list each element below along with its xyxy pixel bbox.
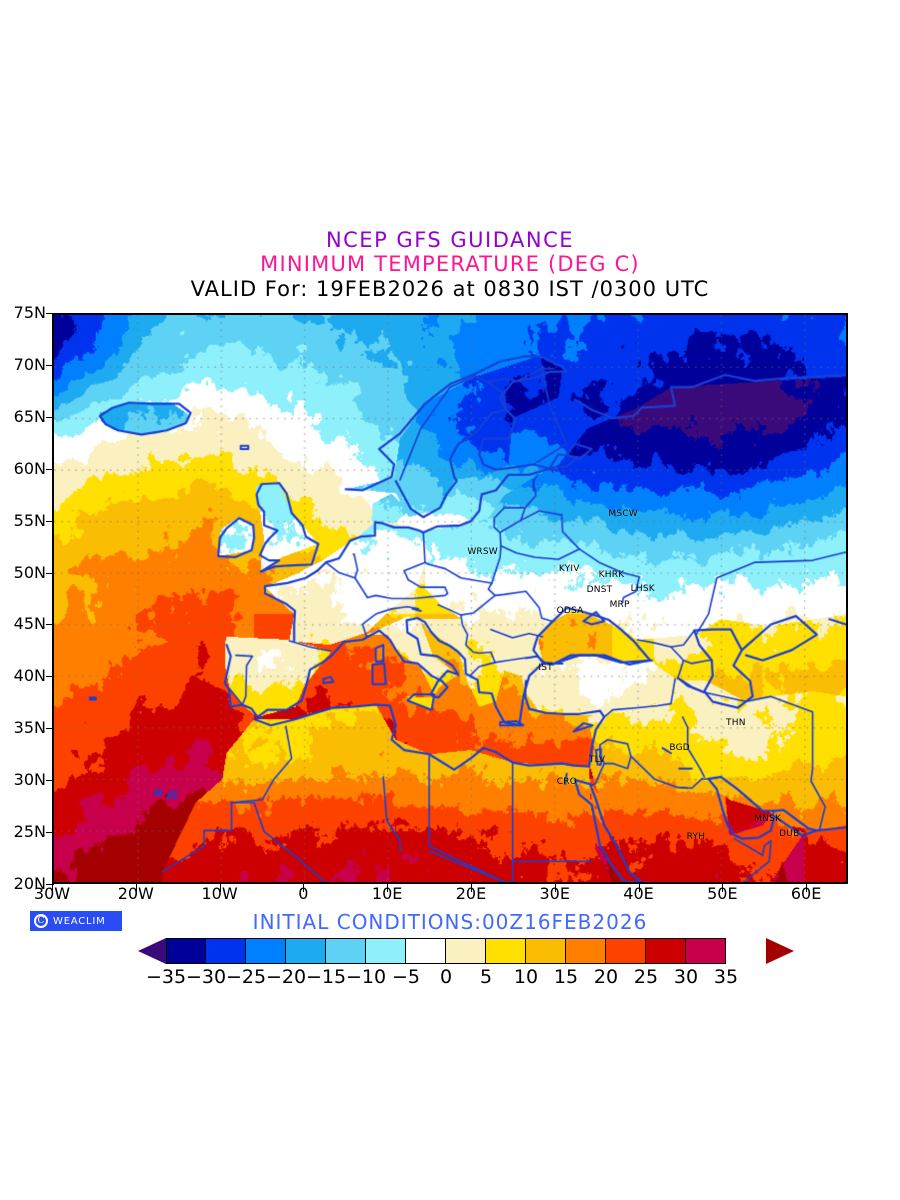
y-axis-tick-label: 35N — [13, 718, 46, 738]
map-raster-canvas — [54, 315, 846, 882]
colorbar-cell — [486, 938, 526, 964]
colorbar-tick-label: 15 — [553, 966, 579, 988]
colorbar-tick-label: −25 — [225, 966, 267, 988]
y-axis-tick-label: 30N — [13, 770, 46, 790]
colorbar-tick-label: 30 — [673, 966, 699, 988]
colorbar-cell — [646, 938, 686, 964]
colorbar-cell — [366, 938, 406, 964]
x-axis-tick-mark — [219, 884, 221, 892]
colorbar-cell — [686, 938, 726, 964]
colorbar-cell — [406, 938, 446, 964]
city-label: KHRK — [598, 569, 625, 580]
city-label: LHSK — [630, 584, 655, 595]
y-axis-tick-label: 20N — [13, 874, 46, 893]
city-label: KYIV — [558, 564, 580, 575]
city-label: IST — [538, 662, 553, 673]
x-axis-tick-mark — [554, 884, 556, 892]
y-axis-tick-label: 75N — [13, 303, 46, 322]
colorbar-cell — [206, 938, 246, 964]
city-label: RYH — [686, 832, 706, 843]
copyright-icon: C — [34, 914, 48, 928]
title-valid-line: VALID For: 19FEB2026 at 0830 IST /0300 U… — [190, 277, 710, 301]
x-axis-tick-label: 60E — [790, 884, 822, 903]
colorbar-cell — [526, 938, 566, 964]
colorbar-tick-label: 35 — [713, 966, 739, 988]
city-label: DUB — [779, 829, 800, 840]
colorbar-cell — [446, 938, 486, 964]
x-axis-tick-label: 10E — [371, 884, 403, 903]
y-axis-tick-label: 55N — [13, 510, 46, 530]
chart-title-block: NCEP GFS GUIDANCE MINIMUM TEMPERATURE (D… — [0, 228, 900, 302]
y-axis-tick-label: 70N — [13, 354, 46, 374]
colorbar-tick-labels: −35 −30 −25 −20 −15 −10 −5 0 5 10 15 20 25 30 35 — [0, 966, 900, 992]
y-axis-tick-label: 25N — [13, 822, 46, 842]
x-axis-tick-mark — [303, 884, 305, 892]
city-label: BGD — [669, 742, 690, 753]
colorbar-tick-label: 20 — [593, 966, 619, 988]
title-variable-line: MINIMUM TEMPERATURE (DEG C) — [260, 252, 640, 276]
city-label: WRSW — [467, 546, 498, 557]
weaclim-label: WEACLIM — [53, 915, 106, 927]
city-label: CRO — [556, 777, 578, 788]
x-axis-tick-mark — [470, 884, 472, 892]
city-label: THN — [726, 718, 746, 728]
y-axis-tick-label: 40N — [13, 666, 46, 686]
colorbar-cell — [246, 938, 286, 964]
colorbar-tick-label: 25 — [633, 966, 659, 988]
x-axis-tick-mark — [52, 884, 53, 892]
x-axis-tick-mark — [638, 884, 640, 892]
y-axis-tick-label: 60N — [13, 458, 46, 478]
temperature-map[interactable]: MSCW WRSW KYIV KHRK LHSK DNST MRP ODSA IST THN BGD… — [52, 313, 848, 884]
y-axis-tick-label: 65N — [13, 406, 46, 426]
y-axis-tick-mark — [46, 884, 54, 885]
x-axis-tick-mark — [387, 884, 389, 892]
colorbar-tick-label: −35 — [145, 966, 187, 988]
colorbar-under-arrow — [138, 938, 166, 964]
x-axis-tick-label: 50E — [707, 884, 738, 903]
city-label: MNSK — [754, 813, 782, 824]
city-label: MSCW — [608, 509, 638, 520]
city-label: TLV — [588, 755, 606, 766]
colorbar-cell — [606, 938, 646, 964]
x-axis-tick-label: 0 — [298, 884, 309, 903]
colorbar-tick-label: 10 — [513, 966, 539, 988]
x-axis-tick-label: 30E — [539, 884, 570, 903]
x-axis-tick-label: 20W — [117, 884, 154, 903]
x-axis-tick-label: 10W — [201, 884, 238, 903]
colorbar-tick-label: −15 — [305, 966, 347, 988]
colorbar-tick-label: −30 — [185, 966, 227, 988]
x-axis-tick-label: 30W — [33, 884, 71, 903]
colorbar-legend: −35 −30 −25 −20 −15 −10 −5 0 5 10 15 20 25 30 35 — [0, 936, 900, 996]
x-axis-tick-label: 40E — [623, 884, 654, 903]
colorbar-tick-label: 5 — [479, 966, 493, 988]
colorbar-cell — [326, 938, 366, 964]
city-label: DNST — [586, 585, 613, 596]
x-axis-tick-mark — [806, 884, 808, 892]
city-label: MRP — [609, 599, 630, 610]
city-label: ODSA — [556, 605, 584, 616]
initial-conditions-label: INITIAL CONDITIONS:00Z16FEB2026 — [252, 910, 648, 934]
colorbar-cell — [166, 938, 206, 964]
y-axis-tick-label: 45N — [13, 614, 46, 634]
colorbar-tick-label: −5 — [391, 966, 420, 988]
colorbar-cell — [286, 938, 326, 964]
colorbar-tick-label: −10 — [345, 966, 387, 988]
colorbar-tick-label: 0 — [439, 966, 453, 988]
colorbar-over-arrow — [766, 938, 794, 964]
y-axis-tick-label: 50N — [13, 562, 46, 582]
x-axis-tick-label: 20E — [455, 884, 487, 903]
colorbar-cell — [566, 938, 606, 964]
colorbar-tick-label: −20 — [265, 966, 307, 988]
x-axis-tick-mark — [722, 884, 724, 892]
colorbar-cells — [166, 938, 726, 964]
x-axis-tick-mark — [135, 884, 137, 892]
title-model-line: NCEP GFS GUIDANCE — [325, 228, 575, 252]
weaclim-logo: C WEACLIM — [30, 911, 122, 931]
